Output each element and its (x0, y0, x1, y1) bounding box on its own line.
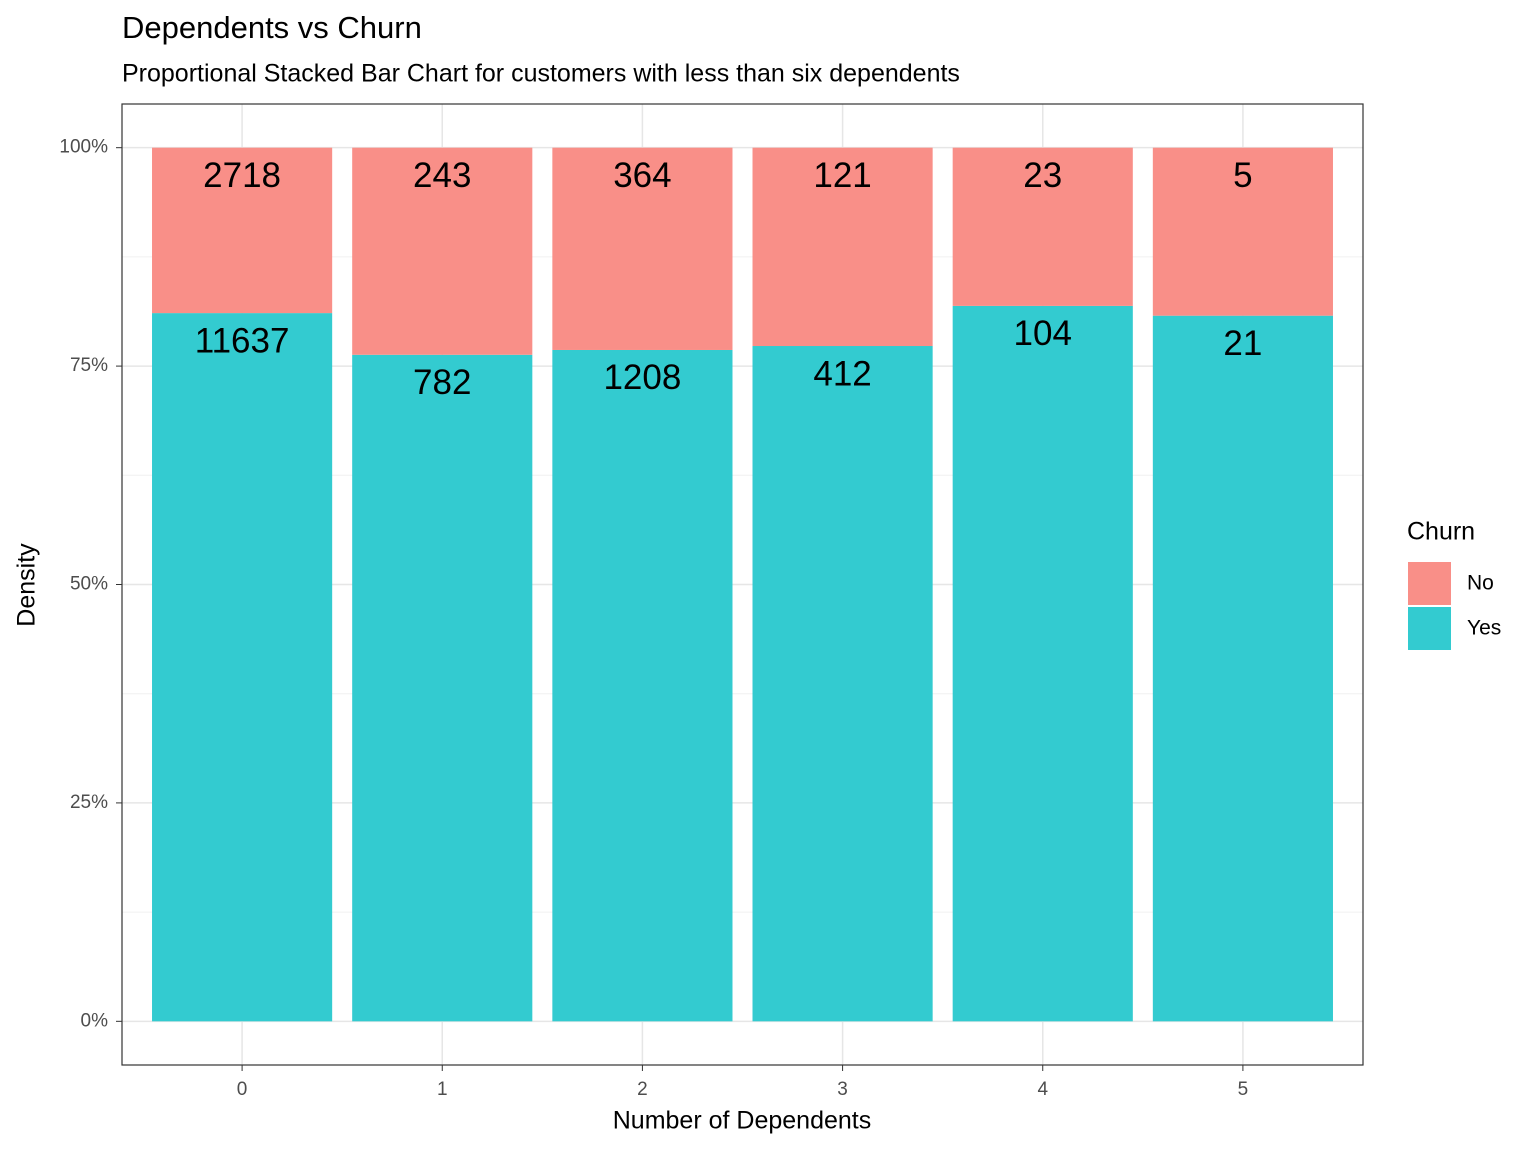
x-tick-label: 1 (437, 1079, 448, 1100)
x-tick-label: 0 (237, 1079, 248, 1100)
legend-key (1408, 607, 1451, 650)
bar-segment (152, 147, 333, 314)
y-axis-title: Density (13, 543, 41, 627)
bar-segment (552, 349, 733, 1022)
bar-segment (1152, 147, 1333, 316)
bar-segment (952, 147, 1133, 306)
y-tick-label: 25% (70, 792, 108, 813)
bar-segment (152, 313, 333, 1022)
y-tick-label: 0% (81, 1010, 109, 1031)
legend-label: No (1467, 572, 1494, 595)
bar-segment (352, 147, 533, 355)
data-label: 121 (813, 156, 871, 195)
marks: 11637 2718 782 243 1208 364 412 121 104 23 21 5 (152, 147, 1333, 1022)
data-label: 104 (1014, 314, 1072, 353)
data-label: 243 (413, 156, 471, 195)
x-tick-label: 3 (837, 1079, 848, 1100)
bar-segment (552, 147, 733, 350)
y-tick-label: 75% (70, 355, 108, 376)
legend-label: Yes (1467, 617, 1501, 640)
legend-title: Churn (1407, 518, 1475, 546)
data-label: 11637 (195, 321, 290, 360)
bar-segment (952, 305, 1133, 1022)
y-tick-label: 100% (59, 137, 108, 158)
bar-segment (1152, 315, 1333, 1022)
bar-segment (352, 354, 533, 1022)
data-label: 412 (813, 354, 871, 393)
legend-key (1408, 562, 1451, 605)
data-label: 1208 (603, 358, 681, 397)
data-label: 23 (1023, 156, 1062, 195)
x-tick-label: 5 (1238, 1079, 1249, 1100)
y-tick-label: 50% (70, 574, 108, 595)
data-label: 782 (413, 363, 471, 402)
chart-title: Dependents vs Churn (122, 10, 422, 45)
data-label: 364 (613, 156, 671, 195)
chart-subtitle: Proportional Stacked Bar Chart for custo… (122, 60, 960, 88)
bar-segment (752, 147, 933, 347)
data-label: 21 (1223, 324, 1262, 363)
data-label: 2718 (203, 156, 281, 195)
x-axis-title: Number of Dependents (613, 1107, 871, 1135)
bar-segment (752, 346, 933, 1022)
x-tick-label: 2 (637, 1079, 648, 1100)
x-tick-label: 4 (1037, 1079, 1048, 1100)
data-label: 5 (1233, 156, 1252, 195)
